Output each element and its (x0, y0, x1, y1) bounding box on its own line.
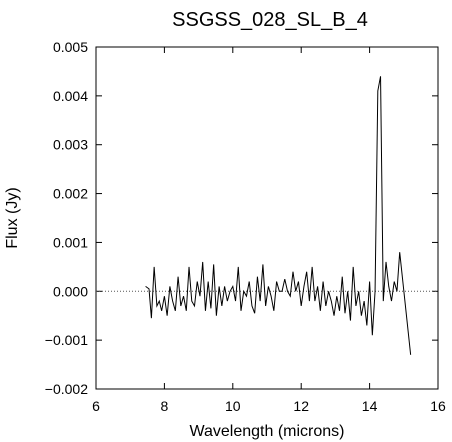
x-tick-label: 10 (225, 398, 241, 414)
x-tick-label: 8 (161, 398, 169, 414)
y-axis: −0.002 −0.001 0.000 0.001 0.002 0.003 0.004 0.0… (45, 39, 438, 397)
plot-frame (95, 46, 439, 390)
y-tick-label: 0.003 (53, 137, 88, 153)
y-tick-label: 0.001 (53, 234, 88, 250)
x-tick-label: 16 (430, 398, 446, 414)
y-axis-label: Flux (Jy) (4, 187, 21, 248)
y-tick-label: −0.002 (45, 381, 88, 397)
flux-series-line (145, 76, 412, 355)
y-tick-label: 0.002 (53, 186, 88, 202)
x-axis: 6 8 10 12 14 16 (92, 47, 446, 414)
x-tick-label: 6 (92, 398, 100, 414)
x-axis-label: Wavelength (microns) (189, 423, 344, 440)
chart-title: SSGSS_028_SL_B_4 (172, 9, 368, 31)
y-tick-label: 0.005 (53, 39, 88, 55)
y-tick-label: 0.004 (53, 88, 88, 104)
y-tick-label: −0.001 (45, 332, 88, 348)
x-tick-label: 12 (293, 398, 309, 414)
y-tick-label: 0.000 (53, 283, 88, 299)
x-tick-label: 14 (362, 398, 378, 414)
